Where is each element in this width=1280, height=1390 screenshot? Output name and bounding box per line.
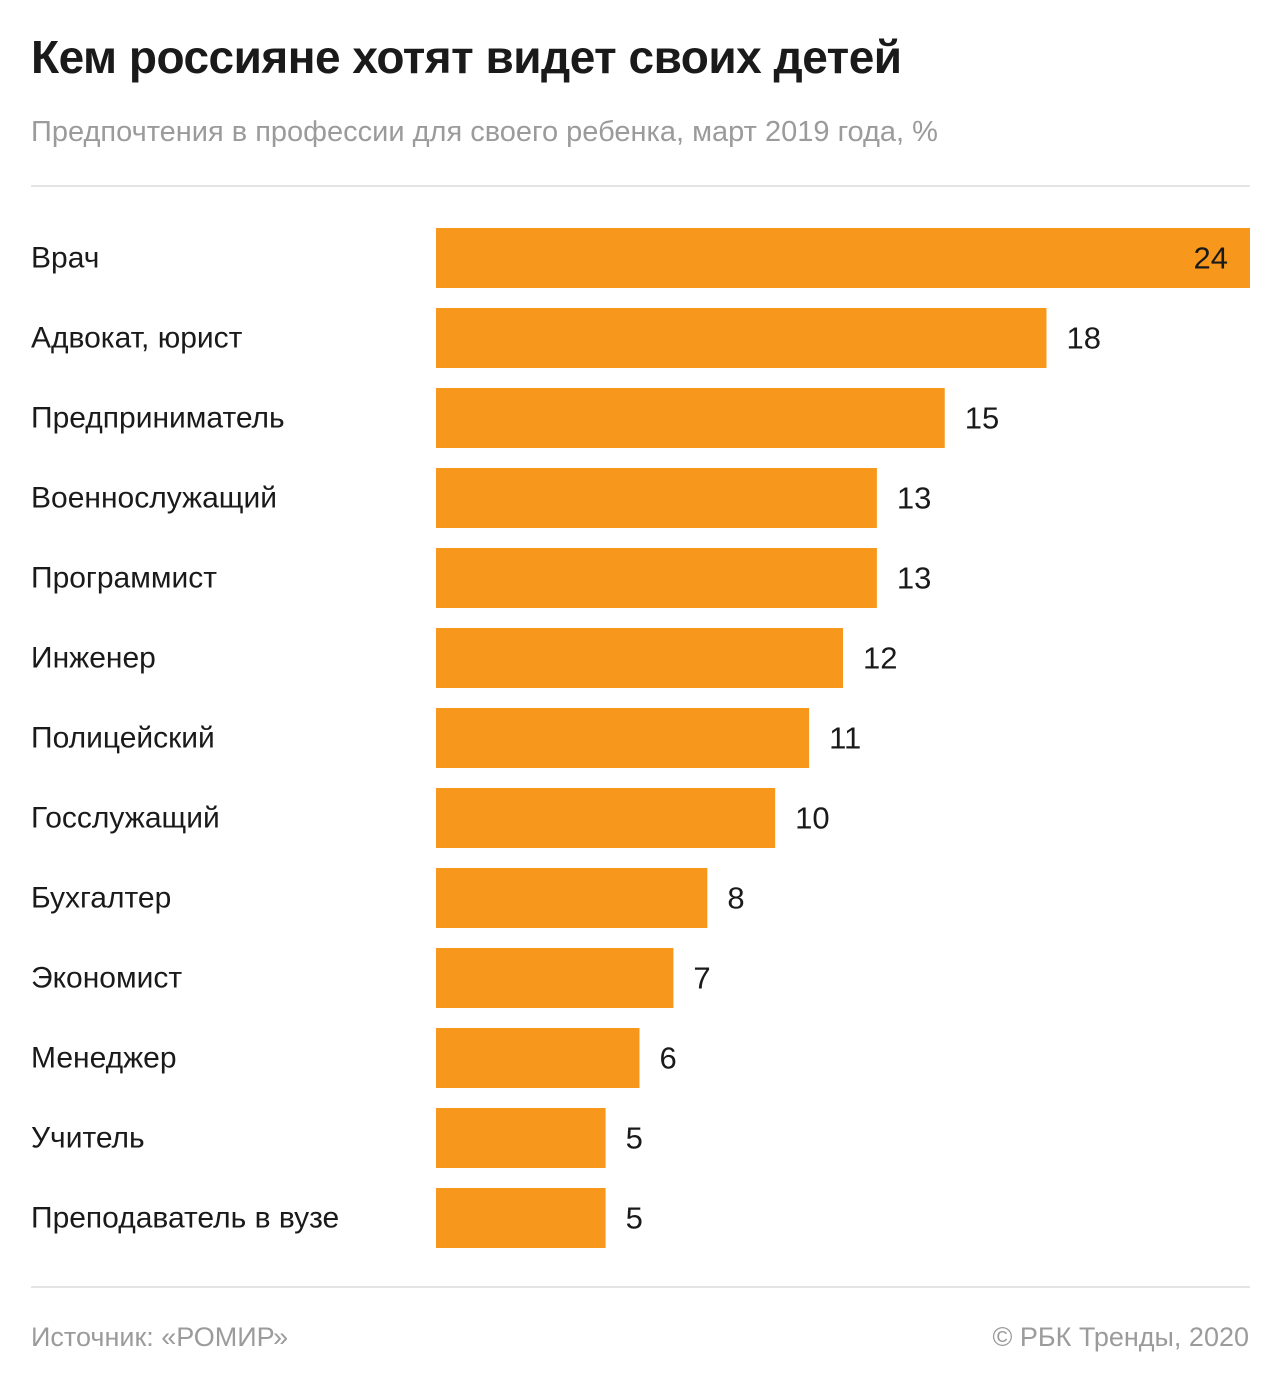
value-label: 6 xyxy=(660,1041,677,1076)
bottom-divider xyxy=(31,1286,1250,1288)
category-label: Военнослужащий xyxy=(31,482,277,515)
category-label: Бухгалтер xyxy=(31,882,171,915)
category-label: Программист xyxy=(31,562,217,595)
value-label: 24 xyxy=(1194,241,1228,276)
source-note: Источник: «РОМИР» xyxy=(31,1322,289,1352)
bar xyxy=(436,1188,606,1248)
bar xyxy=(436,388,945,448)
category-label: Предприниматель xyxy=(31,402,285,435)
value-label: 7 xyxy=(693,961,710,996)
value-label: 5 xyxy=(626,1201,643,1236)
category-label: Инженер xyxy=(31,642,156,675)
bar xyxy=(436,628,843,688)
category-label: Госслужащий xyxy=(31,802,220,835)
bar xyxy=(436,228,1250,288)
bar xyxy=(436,548,877,608)
bar xyxy=(436,1108,606,1168)
bar xyxy=(436,868,708,928)
value-label: 11 xyxy=(829,721,861,756)
category-label: Менеджер xyxy=(31,1042,177,1075)
bar xyxy=(436,708,810,768)
bar xyxy=(436,468,877,528)
category-label: Адвокат, юрист xyxy=(31,322,243,355)
category-label: Учитель xyxy=(31,1122,145,1155)
value-label: 13 xyxy=(897,561,931,596)
category-label: Врач xyxy=(31,242,99,275)
value-label: 13 xyxy=(897,481,931,516)
bar xyxy=(436,1028,640,1088)
top-divider xyxy=(31,185,1250,187)
category-label: Экономист xyxy=(31,962,182,995)
value-label: 10 xyxy=(795,801,829,836)
bar xyxy=(436,308,1047,368)
bar xyxy=(436,948,674,1008)
category-label: Преподаватель в вузе xyxy=(31,1202,339,1235)
copyright-note: © РБК Тренды, 2020 xyxy=(992,1322,1250,1352)
value-label: 15 xyxy=(965,401,999,436)
value-label: 18 xyxy=(1067,321,1101,356)
value-label: 12 xyxy=(863,641,897,676)
value-label: 8 xyxy=(727,881,744,916)
bar xyxy=(436,788,776,848)
chart-subtitle: Предпочтения в профессии для своего ребе… xyxy=(31,116,938,148)
chart-title: Кем россияне хотят видет своих детей xyxy=(31,31,902,83)
category-label: Полицейский xyxy=(31,722,215,755)
value-label: 5 xyxy=(626,1121,643,1156)
